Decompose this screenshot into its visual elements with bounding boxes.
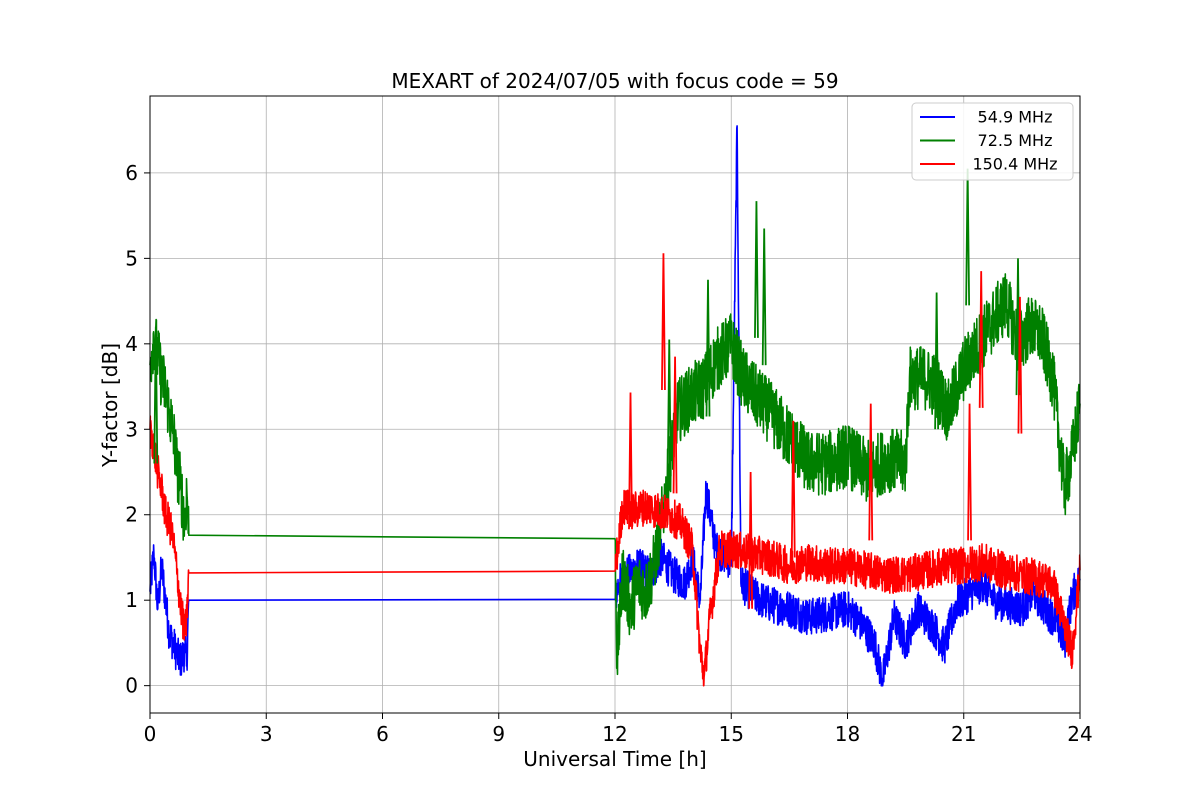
series-line (149, 125, 1081, 687)
series-line (149, 415, 1081, 687)
legend-box (911, 102, 1074, 181)
x-tick-label: 18 (835, 722, 860, 746)
series-spike (153, 326, 159, 464)
chart-title: MEXART of 2024/07/05 with focus code = 5… (391, 69, 838, 93)
x-tick-label: 9 (492, 722, 505, 746)
series-spike (705, 279, 711, 417)
series-spike (761, 228, 767, 366)
y-tick-label: 5 (125, 246, 138, 270)
legend-label: 72.5 MHz (978, 131, 1053, 150)
y-tick-label: 3 (125, 417, 138, 441)
series-spike (978, 271, 984, 408)
series-spike (868, 403, 874, 541)
y-axis-ticks: 0 1 2 3 4 5 6 (125, 161, 150, 698)
legend-label: 150.4 MHz (972, 155, 1057, 174)
x-tick-label: 15 (719, 722, 744, 746)
series-line (149, 273, 1081, 676)
series-spike (628, 392, 633, 530)
y-axis-label: Y-factor [dB] (98, 343, 122, 468)
series-spike (790, 420, 796, 558)
x-tick-label: 3 (260, 722, 273, 746)
y-tick-label: 4 (125, 332, 138, 356)
y-tick-label: 6 (125, 161, 138, 185)
series-spike (748, 472, 754, 609)
x-axis-ticks: 0 3 6 9 12 15 18 21 24 (144, 713, 1093, 746)
x-axis-label: Universal Time [h] (523, 747, 706, 771)
y-tick-label: 0 (125, 674, 138, 698)
x-tick-label: 21 (951, 722, 976, 746)
plot-series (149, 125, 1081, 687)
series-spike (666, 339, 672, 477)
series-spike (934, 292, 940, 430)
legend: 54.9 MHz 72.5 MHz 150.4 MHz (911, 102, 1074, 181)
y-tick-label: 1 (125, 588, 138, 612)
legend-label: 54.9 MHz (978, 108, 1053, 127)
y-tick-label: 2 (125, 503, 138, 527)
series-spike (672, 356, 678, 494)
x-tick-label: 24 (1067, 722, 1092, 746)
series-spike (754, 201, 759, 338)
x-tick-label: 6 (376, 722, 389, 746)
x-tick-label: 0 (144, 722, 157, 746)
series-spike (661, 253, 666, 390)
series-spike (1017, 296, 1023, 434)
x-tick-label: 12 (602, 722, 627, 746)
series-spike (967, 403, 972, 541)
